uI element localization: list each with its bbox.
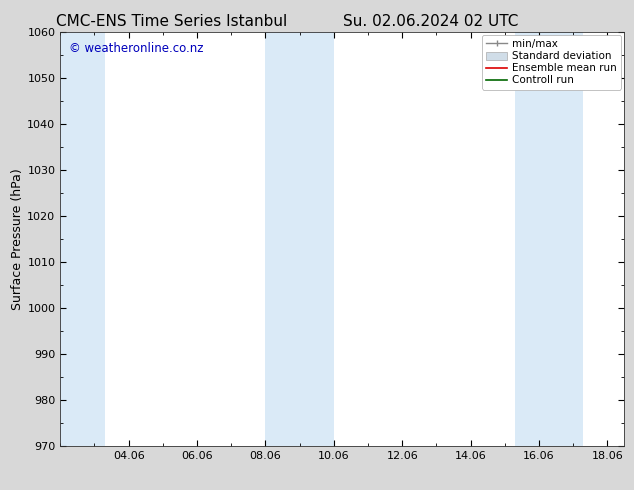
Text: CMC-ENS Time Series Istanbul: CMC-ENS Time Series Istanbul bbox=[56, 14, 287, 29]
Bar bbox=[515, 32, 583, 446]
Text: © weatheronline.co.nz: © weatheronline.co.nz bbox=[68, 42, 203, 55]
Bar bbox=[60, 32, 105, 446]
Legend: min/max, Standard deviation, Ensemble mean run, Controll run: min/max, Standard deviation, Ensemble me… bbox=[482, 35, 621, 90]
Y-axis label: Surface Pressure (hPa): Surface Pressure (hPa) bbox=[11, 168, 25, 310]
Text: Su. 02.06.2024 02 UTC: Su. 02.06.2024 02 UTC bbox=[344, 14, 519, 29]
Bar bbox=[266, 32, 334, 446]
